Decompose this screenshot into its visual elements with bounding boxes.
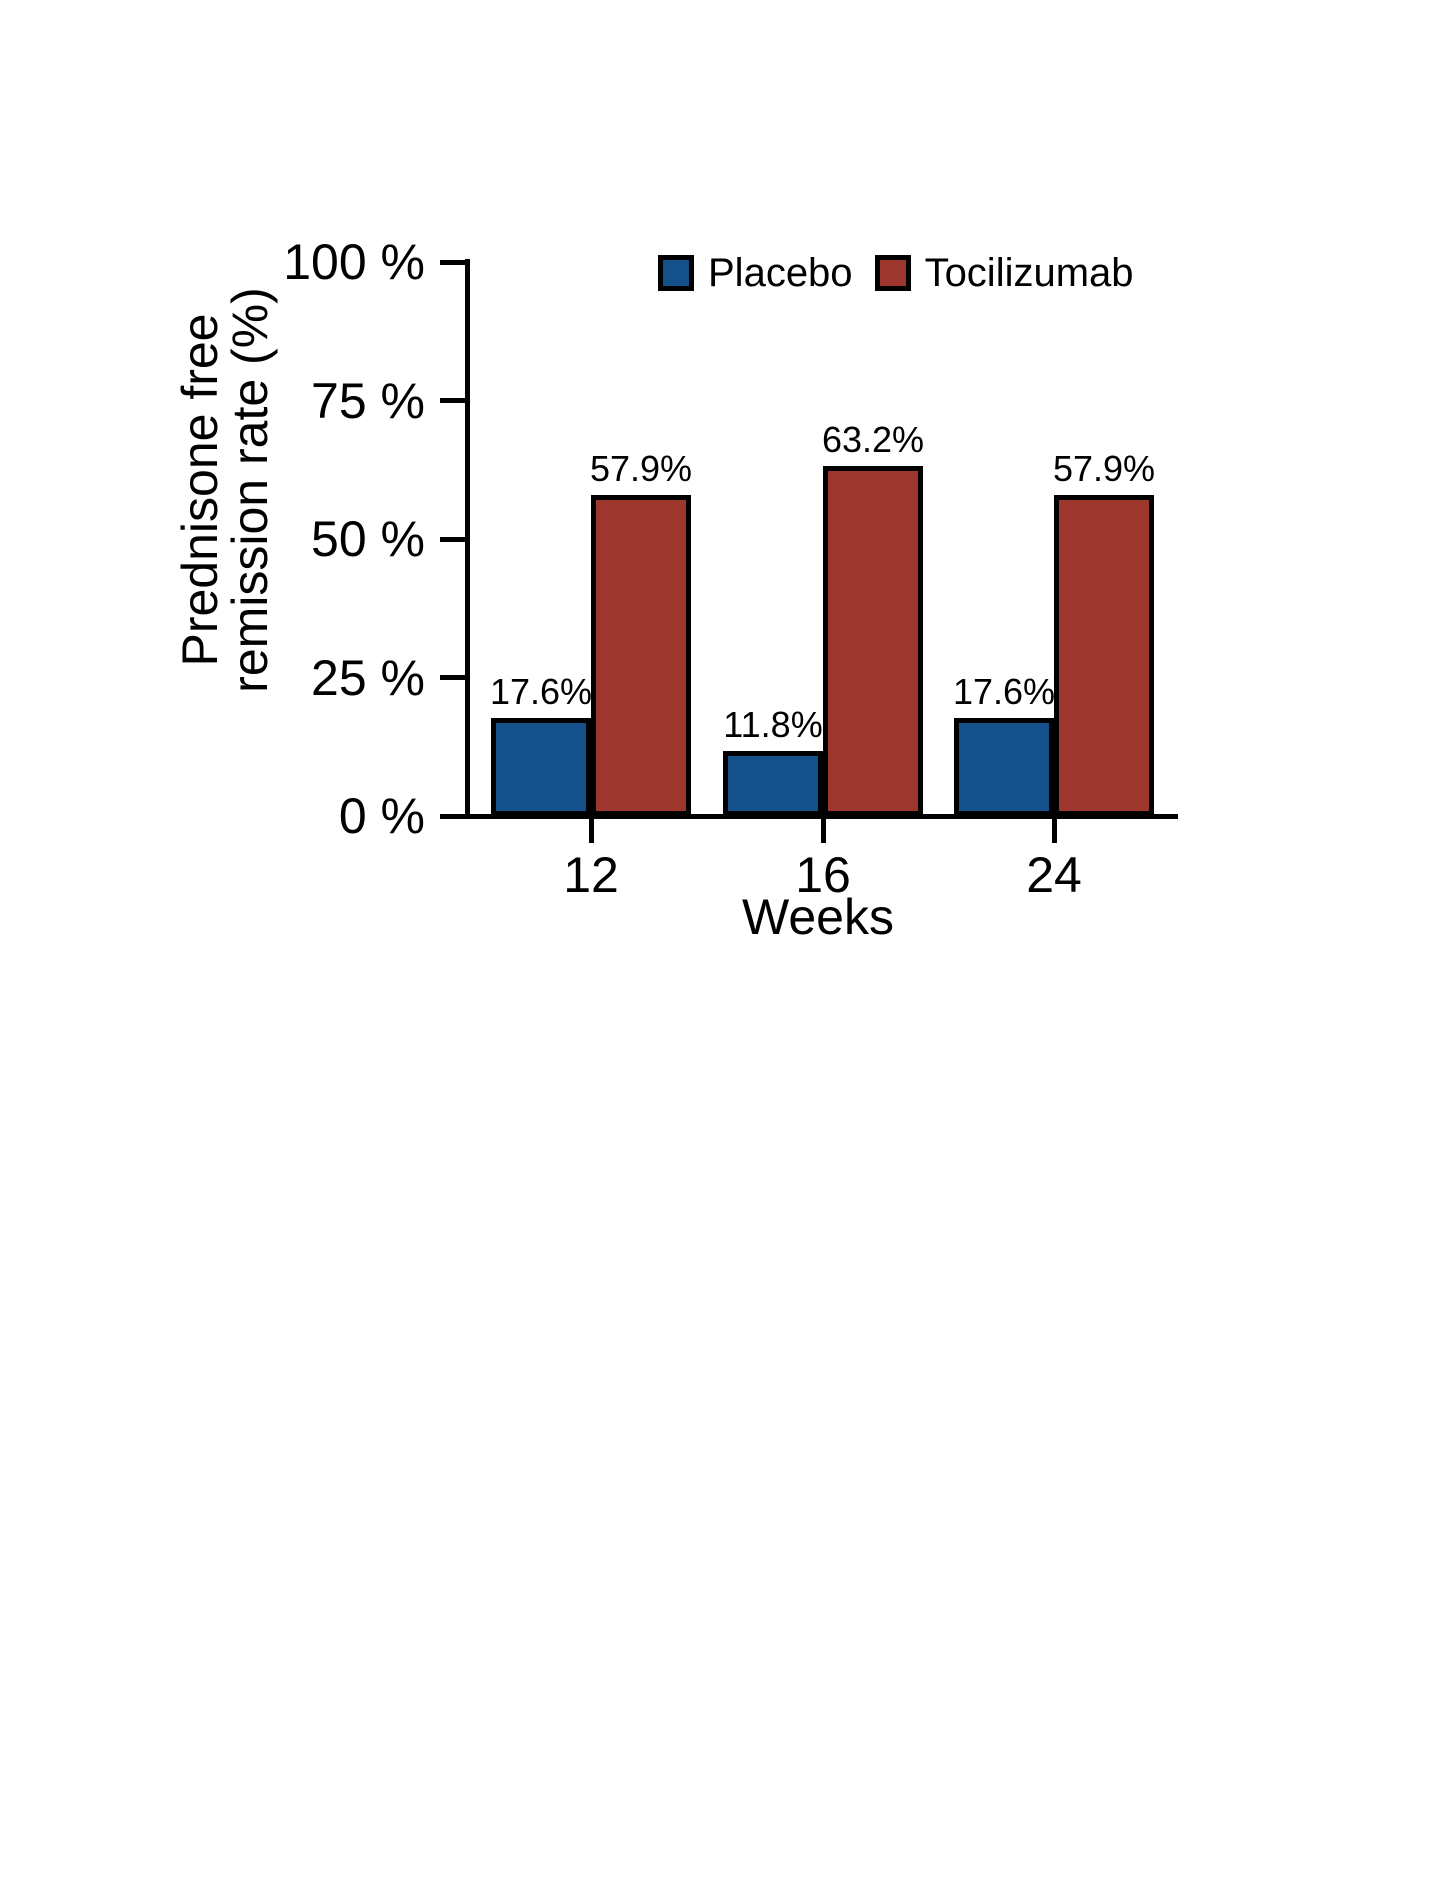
y-tick	[440, 675, 467, 680]
bar-tocilizumab-12	[591, 495, 691, 816]
y-tick-label: 100 %	[283, 234, 425, 290]
y-axis-line	[464, 259, 470, 819]
y-tick	[440, 536, 467, 542]
bar-value-label: 17.6%	[952, 671, 1056, 713]
x-tick	[1051, 816, 1057, 843]
x-tick-label: 12	[563, 847, 619, 903]
y-tick-label: 0 %	[338, 788, 425, 844]
bar-value-label: 17.6%	[489, 671, 593, 713]
legend-label-placebo: Placebo	[708, 251, 853, 295]
x-tick	[588, 816, 594, 843]
y-tick-label: 50 %	[311, 511, 425, 567]
bar-tocilizumab-16	[823, 465, 923, 816]
x-axis-line	[440, 813, 1178, 819]
y-tick	[440, 259, 467, 265]
x-tick-label: 24	[1026, 847, 1082, 903]
y-tick	[440, 398, 467, 403]
x-tick-label: 16	[795, 847, 851, 903]
legend: Placebo Tocilizumab	[658, 253, 1156, 293]
bar-tocilizumab-24	[1054, 495, 1154, 816]
x-tick	[820, 816, 826, 843]
legend-swatch-placebo	[658, 255, 694, 291]
y-tick	[440, 813, 467, 819]
legend-label-tocilizumab: Tocilizumab	[924, 251, 1134, 295]
bar-placebo-16	[723, 750, 823, 816]
bar-value-label: 57.9%	[1052, 448, 1156, 490]
y-tick-label: 25 %	[311, 649, 425, 706]
bar-value-label: 57.9%	[589, 448, 693, 490]
bar-placebo-12	[491, 718, 591, 816]
legend-swatch-tocilizumab	[874, 255, 911, 291]
bar-placebo-24	[954, 718, 1054, 816]
x-axis-title: Weeks	[742, 889, 894, 945]
y-tick-label: 75 %	[311, 372, 425, 429]
bar-value-label: 11.8%	[723, 703, 823, 745]
bar-value-label: 63.2%	[821, 418, 925, 460]
